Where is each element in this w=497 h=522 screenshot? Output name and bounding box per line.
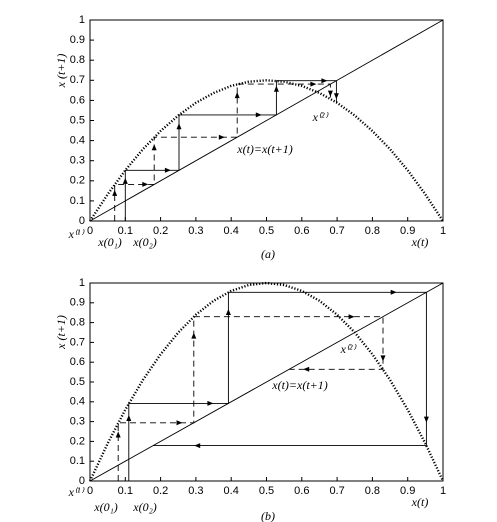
x-tick-label: 0.1 xyxy=(118,225,133,237)
annotation: x(t)=x(t+1) xyxy=(271,378,328,392)
arrow-head xyxy=(126,415,132,421)
arrow-head xyxy=(327,90,333,97)
annotation: x(0₂) xyxy=(132,500,157,514)
map-curve xyxy=(88,79,445,222)
x-tick-label: 1 xyxy=(440,485,446,497)
y-tick-label: 0.2 xyxy=(70,175,85,187)
arrow-head xyxy=(390,289,397,295)
cobweb-path xyxy=(124,80,337,221)
arrow-head xyxy=(191,332,197,339)
x-tick-label: 0.6 xyxy=(294,225,309,237)
arrow-head xyxy=(310,81,317,87)
x-tick-label: 0 xyxy=(87,485,93,497)
y-tick-label: 0.8 xyxy=(70,54,85,66)
arrow-head xyxy=(194,443,201,449)
annotation: x⁽²⁾ xyxy=(340,342,357,356)
x-tick-label: 0.2 xyxy=(153,225,168,237)
arrow-head xyxy=(234,92,240,99)
annotation: x⁽²⁾ xyxy=(312,110,329,124)
y-tick-label: 1 xyxy=(79,277,85,289)
x-tick-label: 0.4 xyxy=(224,485,239,497)
y-tick-label: 1 xyxy=(79,14,85,26)
y-tick-label: 0.1 xyxy=(70,195,85,207)
x-tick-label: 0.6 xyxy=(294,485,309,497)
arrow-head xyxy=(142,181,149,187)
caption: (a) xyxy=(261,247,275,261)
y-tick-label: 0.5 xyxy=(70,376,85,388)
cobweb-path xyxy=(117,316,384,481)
x-tick-label: 0.5 xyxy=(259,485,274,497)
arrow-head xyxy=(122,177,128,184)
arrow-head xyxy=(151,144,157,151)
y-tick-label: 0 xyxy=(79,475,85,487)
x-tick-label: 0 xyxy=(87,225,93,237)
arrow-head xyxy=(303,366,310,372)
diagonal-line xyxy=(89,282,444,482)
arrow-head xyxy=(423,416,429,423)
y-tick-label: 0.6 xyxy=(70,94,85,106)
arrow-head xyxy=(225,309,231,315)
annotation: x(t)=x(t+1) xyxy=(236,142,293,156)
y-tick-label: 0.5 xyxy=(70,114,85,126)
x-tick-label: 0.5 xyxy=(259,225,274,237)
y-axis-label: x (t+1) xyxy=(54,54,68,89)
x-tick-label: 0.3 xyxy=(188,225,203,237)
y-tick-label: 0.9 xyxy=(70,34,85,46)
y-axis-label: x (t+1) xyxy=(54,315,68,350)
arrow-head xyxy=(333,93,339,100)
annotation: x(0₂) xyxy=(132,235,157,249)
arrow-head xyxy=(255,112,262,118)
annotation: x⁽¹⁾ xyxy=(68,485,85,499)
y-tick-label: 0.7 xyxy=(70,336,85,348)
x-tick-label: 0.7 xyxy=(329,485,344,497)
y-tick-label: 0.6 xyxy=(70,356,85,368)
y-tick-label: 0.9 xyxy=(70,297,85,309)
cobweb-path xyxy=(128,291,427,481)
y-tick-label: 0.7 xyxy=(70,74,85,86)
cobweb-path xyxy=(114,83,331,221)
annotation: x(0₁) xyxy=(93,500,118,514)
x-tick-label: 0.8 xyxy=(365,225,380,237)
y-tick-label: 0 xyxy=(79,215,85,227)
arrow-head xyxy=(380,355,386,362)
annotation: x(0₁) xyxy=(97,235,122,249)
caption: (b) xyxy=(261,509,275,522)
arrow-head xyxy=(218,134,225,140)
arrow-head xyxy=(207,400,214,406)
arrow-head xyxy=(176,123,182,130)
x-tick-label: 0.7 xyxy=(329,225,344,237)
annotation: x⁽¹⁾ xyxy=(68,227,85,241)
arrow-head xyxy=(321,78,328,84)
x-tick-label: 1 xyxy=(440,225,446,237)
y-tick-label: 0.3 xyxy=(70,155,85,167)
y-tick-label: 0.2 xyxy=(70,435,85,447)
x-axis-label: x(t) xyxy=(411,235,429,249)
diagonal-line xyxy=(89,19,444,222)
arrow-head xyxy=(115,431,121,438)
x-tick-label: 0.8 xyxy=(365,485,380,497)
y-tick-label: 0.8 xyxy=(70,317,85,329)
y-tick-label: 0.3 xyxy=(70,416,85,428)
x-tick-label: 0.3 xyxy=(188,485,203,497)
x-tick-label: 0.1 xyxy=(118,485,133,497)
arrow-head xyxy=(176,420,183,426)
arrow-head xyxy=(348,314,355,320)
arrow-head xyxy=(112,189,118,196)
x-tick-label: 0.9 xyxy=(400,485,415,497)
arrow-head xyxy=(273,85,279,92)
y-tick-label: 0.4 xyxy=(70,135,85,147)
x-tick-label: 0.9 xyxy=(400,225,415,237)
y-tick-label: 0.1 xyxy=(70,455,85,467)
x-axis-label: x(t) xyxy=(411,495,429,509)
arrow-head xyxy=(164,167,171,173)
x-tick-label: 0.2 xyxy=(153,485,168,497)
x-tick-label: 0.4 xyxy=(224,225,239,237)
y-tick-label: 0.4 xyxy=(70,396,85,408)
